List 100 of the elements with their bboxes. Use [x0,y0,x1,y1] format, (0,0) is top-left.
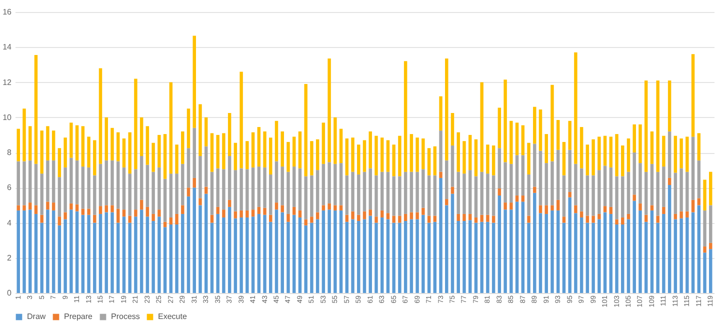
bar [140,156,144,200]
bar [240,210,243,218]
bar [28,126,32,160]
bar [468,220,472,293]
bar [398,176,402,216]
bar [433,216,437,222]
bar [504,202,507,210]
bar [351,219,354,293]
bar [598,219,601,293]
bar [586,144,590,176]
bar [246,217,249,293]
bar [216,206,220,214]
bar [246,169,249,210]
y-tick-label: 12 [2,78,12,87]
bar [228,156,232,200]
bar [357,214,360,221]
bar [445,58,448,160]
bar [598,214,601,220]
bar [269,214,272,222]
bar [538,205,542,214]
bar [609,167,613,207]
bar [169,82,173,174]
bar [104,212,108,293]
bar [87,167,90,209]
bar [650,210,654,293]
bar [198,205,202,293]
bar [486,144,490,174]
bar [181,205,184,214]
bar [556,210,560,293]
bar [328,58,331,162]
bar [392,222,396,293]
bar [621,217,624,225]
bar [686,211,689,218]
bar [216,168,220,207]
bar [574,213,578,293]
bar [392,176,396,216]
bar [269,174,272,215]
bar [163,227,167,293]
bar [603,206,607,212]
bar [703,180,706,210]
bar [574,205,578,214]
bar [169,224,173,293]
bar [380,210,384,218]
y-tick-label: 10 [2,112,12,122]
bar [398,222,402,293]
bar [621,145,624,176]
bar [280,166,284,206]
bar [709,242,712,250]
bar [445,199,448,206]
bar [64,167,67,212]
bar [644,214,648,222]
bar [339,163,343,206]
bar [703,210,706,246]
bar [204,117,208,146]
bar [40,222,44,293]
bar [410,219,414,293]
bar [538,109,542,151]
bar [422,138,425,170]
bar [93,222,96,293]
bar [134,78,138,170]
bar [158,210,161,217]
bar [574,52,578,164]
bar [456,220,460,293]
bar [498,108,502,148]
bar [64,138,67,168]
bar [128,132,132,174]
bar [427,216,431,223]
bar [322,122,326,164]
bar [192,178,196,188]
bar [398,216,402,223]
bar [510,210,513,293]
bar [298,217,302,293]
bar [70,158,73,204]
bar [58,177,62,217]
y-tick-label: 2 [7,253,12,262]
bar [644,172,648,215]
bar [668,184,672,293]
bar [134,210,138,217]
bar [368,210,372,216]
bar [450,186,454,194]
bar [521,125,525,156]
bar [34,55,38,164]
bar [351,211,354,220]
bar [462,220,466,293]
bar [75,211,79,293]
bar [410,134,414,172]
bar [28,210,32,293]
bar [515,196,519,202]
bar [462,174,466,214]
bar [674,172,678,214]
bar [310,222,314,293]
bar [598,170,601,214]
bar [104,117,108,160]
bar [292,206,296,215]
bar [98,68,102,164]
bar [198,198,202,206]
bar [81,214,85,293]
bar [562,216,566,223]
bar [404,214,408,221]
bar [251,216,255,293]
